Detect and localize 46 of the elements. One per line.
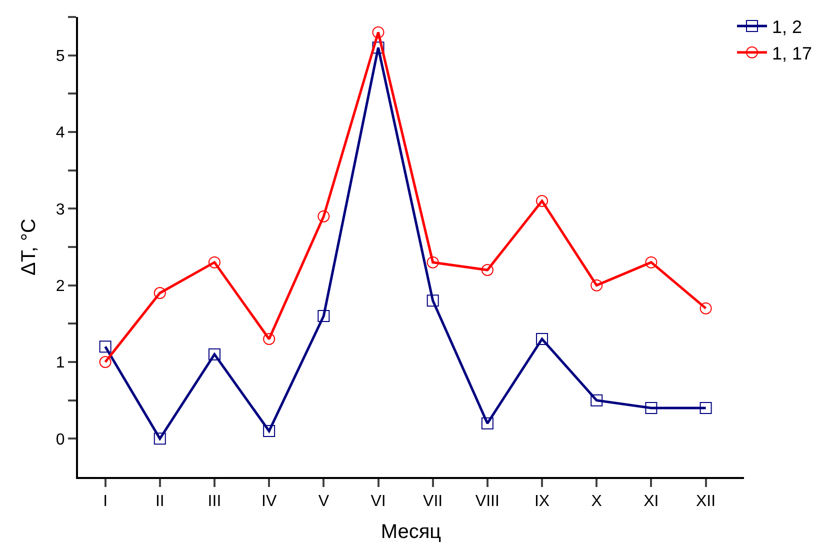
- x-tick-label: V: [318, 493, 330, 510]
- point: [645, 256, 658, 268]
- point: [700, 302, 712, 314]
- x-tick-label: VI: [370, 493, 386, 510]
- point: [263, 333, 276, 345]
- point: [590, 279, 603, 292]
- legend-label: 1, 2: [772, 17, 802, 38]
- point: [481, 417, 494, 430]
- x-tick-label: VIII: [475, 493, 500, 510]
- y-tick-label: 2: [56, 278, 65, 295]
- x-tick-label: VII: [423, 493, 443, 510]
- point: [318, 310, 330, 322]
- point: [263, 425, 276, 437]
- x-tick-label: I: [103, 493, 108, 510]
- x-tick-label: IV: [262, 493, 277, 510]
- point: [208, 256, 220, 268]
- y-tick-label: 5: [56, 48, 65, 65]
- point: [208, 348, 220, 360]
- x-tick-label: X: [591, 493, 602, 510]
- point: [318, 210, 330, 222]
- point: [99, 340, 112, 353]
- y-tick-label: 3: [56, 201, 65, 218]
- x-tick-label: IX: [534, 493, 550, 510]
- y-tick-label: 0: [56, 431, 65, 448]
- point: [536, 195, 548, 207]
- point: [154, 432, 166, 445]
- point: [590, 394, 603, 406]
- point: [372, 42, 384, 54]
- x-tick-label: III: [208, 493, 222, 510]
- y-tick-label: 1: [56, 354, 65, 372]
- point: [645, 402, 658, 414]
- point: [99, 356, 112, 368]
- y-axis-title: ΔT, °C: [18, 218, 40, 276]
- point: [372, 26, 384, 38]
- x-axis-title: Месяц: [380, 521, 442, 544]
- point: [426, 256, 439, 268]
- point: [154, 287, 166, 299]
- legend-label: 1, 17: [772, 43, 812, 64]
- x-tick-label: II: [155, 493, 164, 510]
- point: [700, 402, 712, 414]
- point: [481, 264, 494, 276]
- x-tick-label: XI: [644, 493, 659, 510]
- point: [536, 333, 548, 345]
- y-tick-label: 4: [56, 124, 65, 142]
- point: [426, 294, 439, 307]
- x-tick-label: XII: [696, 493, 716, 510]
